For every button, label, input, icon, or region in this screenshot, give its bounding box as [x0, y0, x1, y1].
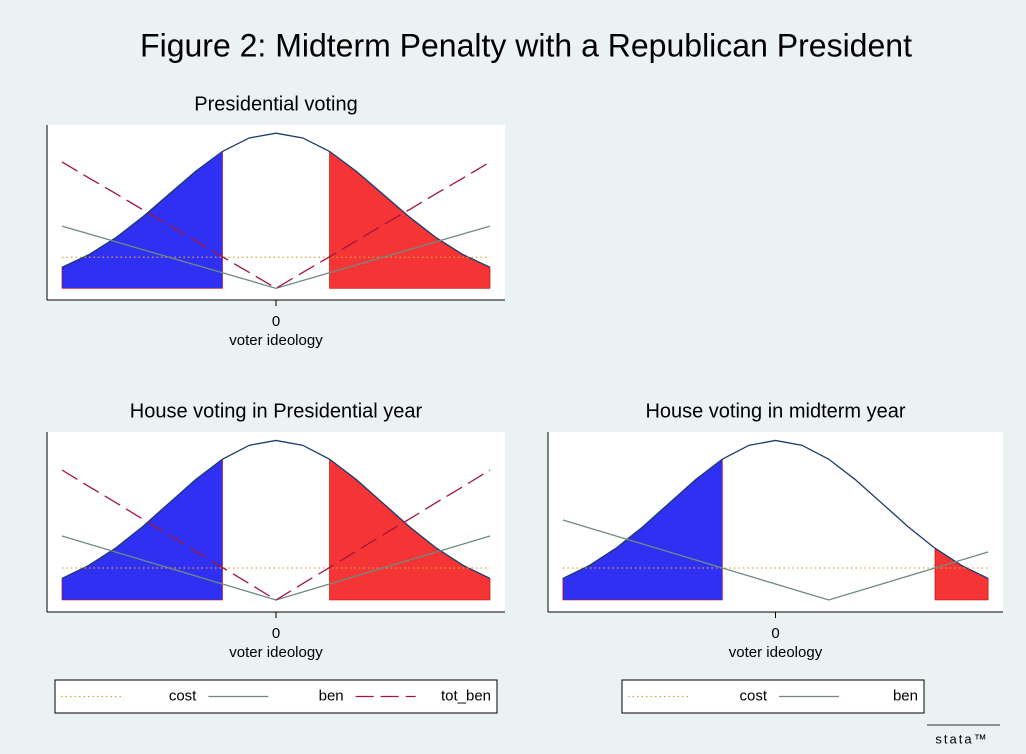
logo: stata™ — [935, 731, 988, 746]
legend — [621, 679, 925, 714]
legend-label: ben — [319, 687, 344, 704]
legend-label: cost — [739, 687, 767, 704]
x-tick-label: 0 — [272, 625, 280, 642]
legend-label: tot_ben — [441, 687, 491, 704]
legend — [54, 679, 498, 714]
figure-title: Figure 2: Midterm Penalty with a Republi… — [140, 27, 912, 63]
density-line — [562, 439, 989, 579]
x-tick-label: 0 — [272, 313, 280, 330]
series-line — [562, 519, 989, 601]
legend-label: ben — [893, 687, 918, 704]
panel-title: House voting in Presidential year — [130, 400, 423, 422]
x-axis-label: voter ideology — [229, 644, 323, 661]
panel-title: House voting in midterm year — [645, 400, 905, 422]
series-line — [61, 225, 491, 290]
density-line — [61, 439, 491, 579]
panel-title: Presidential voting — [194, 93, 357, 115]
series-line — [61, 469, 491, 601]
x-tick-label: 0 — [771, 625, 779, 642]
x-axis-label: voter ideology — [729, 644, 823, 661]
series-line — [61, 161, 491, 290]
legend-label: cost — [169, 687, 197, 704]
density-line — [61, 132, 491, 268]
x-axis-label: voter ideology — [229, 332, 323, 349]
